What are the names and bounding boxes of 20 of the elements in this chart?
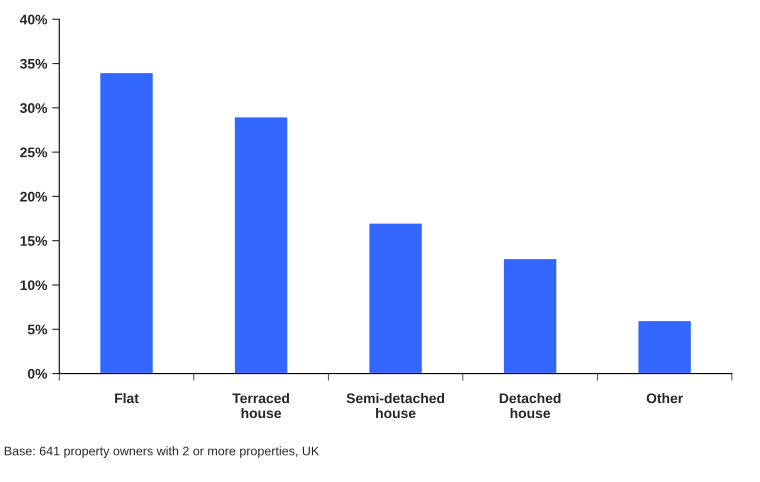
y-tick-label: 15% <box>20 236 48 246</box>
bar <box>637 320 692 374</box>
bar <box>98 72 154 374</box>
y-tick-label: 30% <box>20 103 48 114</box>
x-tick-label: Semi-detached house <box>346 392 444 418</box>
y-tick-label: 20% <box>20 192 48 202</box>
y-tick-label: 5% <box>28 324 48 334</box>
x-tick-label: Terraced house <box>232 392 289 418</box>
x-tick-label: Detached house <box>500 392 560 418</box>
y-tick-label: 10% <box>20 280 48 290</box>
y-tick-label: 25% <box>20 147 48 158</box>
x-tick-label: Flat <box>115 392 139 404</box>
y-tick-label: 40% <box>20 14 48 24</box>
x-tick-label: Other <box>646 392 683 404</box>
bar <box>233 116 289 374</box>
y-tick-label: 0% <box>28 368 48 379</box>
bar <box>368 222 424 374</box>
bar <box>502 258 558 374</box>
y-tick-label: 35% <box>20 58 48 69</box>
text: Base: 641 property owners with 2 or more properties, UK <box>4 446 320 458</box>
